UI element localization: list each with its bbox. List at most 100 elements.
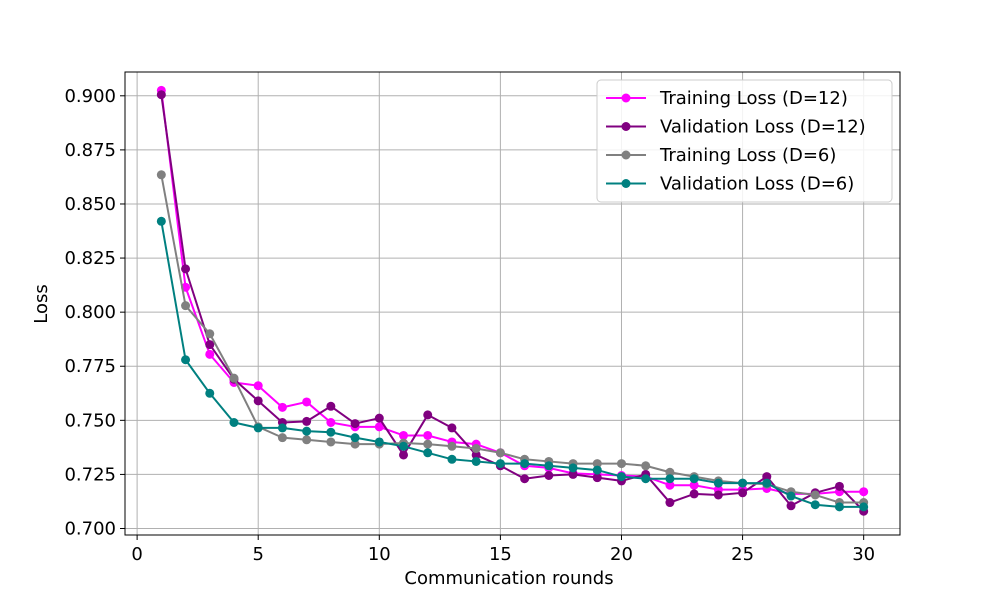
data-point [786, 491, 796, 501]
legend-item: Training Loss (D=6) [606, 145, 836, 166]
data-point [762, 478, 772, 488]
data-point [689, 480, 699, 490]
y-tick-label: 0.825 [64, 248, 116, 269]
x-tick-label: 15 [489, 544, 512, 565]
legend-label: Validation Loss (D=6) [660, 174, 854, 195]
data-point [423, 430, 433, 440]
data-point [520, 474, 530, 484]
data-point [205, 388, 215, 398]
data-point [738, 478, 748, 488]
x-tick-label: 20 [610, 544, 633, 565]
y-tick-label: 0.800 [64, 302, 116, 323]
data-point [253, 396, 263, 406]
data-point [374, 437, 384, 447]
data-point [277, 433, 287, 443]
data-point [302, 435, 312, 445]
data-point [810, 500, 820, 510]
y-tick-label: 0.700 [64, 519, 116, 540]
data-point [399, 430, 409, 440]
data-point [665, 467, 675, 477]
data-point [181, 355, 191, 365]
data-point [592, 459, 602, 469]
data-point [374, 422, 384, 432]
data-point [689, 489, 699, 499]
data-point [544, 461, 554, 471]
data-point [762, 472, 772, 482]
data-point [834, 481, 844, 491]
y-tick-label: 0.850 [64, 194, 116, 215]
y-tick-label: 0.775 [64, 356, 116, 377]
data-point [665, 474, 675, 484]
data-point [641, 461, 651, 471]
x-axis: 0 5 10 15 20 25 30 [131, 535, 875, 565]
data-point [568, 463, 578, 473]
data-point [495, 448, 505, 458]
y-axis-title: Loss [31, 284, 52, 323]
data-point [326, 427, 336, 437]
data-point [447, 454, 457, 464]
y-tick-label: 0.750 [64, 410, 116, 431]
legend-label: Validation Loss (D=12) [660, 117, 866, 138]
data-point [181, 301, 191, 311]
data-point [399, 450, 409, 460]
data-point [859, 502, 869, 512]
data-point [350, 433, 360, 443]
y-tick-label: 0.725 [64, 464, 116, 485]
data-point [544, 471, 554, 480]
data-point [229, 418, 239, 427]
legend-marker [621, 93, 631, 103]
data-point [447, 441, 457, 451]
legend-item: Validation Loss (D=12) [606, 117, 866, 138]
data-point [181, 264, 191, 274]
series-layer [156, 85, 869, 516]
data-point [156, 90, 166, 100]
data-point [641, 474, 651, 484]
data-point [277, 402, 287, 412]
data-point [810, 490, 820, 500]
data-point [786, 501, 796, 511]
data-point [592, 473, 602, 483]
data-point [520, 459, 530, 469]
data-point [302, 416, 312, 426]
data-point [253, 381, 263, 391]
legend-marker [621, 122, 631, 131]
series-4 [156, 216, 869, 512]
data-point [423, 439, 433, 449]
data-point [713, 490, 723, 500]
legend-marker [621, 150, 631, 160]
data-point [205, 329, 215, 339]
data-point [302, 426, 312, 436]
data-point [665, 480, 675, 490]
data-point [592, 465, 602, 475]
data-point [326, 437, 336, 447]
data-point [277, 423, 287, 433]
legend-label: Training Loss (D=6) [659, 145, 836, 166]
data-point [859, 487, 869, 497]
data-point [834, 502, 844, 512]
x-tick-label: 10 [368, 544, 391, 565]
data-point [689, 474, 699, 484]
data-point [350, 439, 360, 449]
legend-item: Validation Loss (D=6) [606, 174, 854, 195]
data-point [495, 459, 505, 469]
x-tick-label: 25 [731, 544, 754, 565]
legend-item: Training Loss (D=12) [606, 88, 848, 109]
data-point [423, 448, 433, 458]
data-point [423, 410, 433, 420]
y-axis: 0.700 0.725 0.750 0.775 0.800 0.825 0.850 0.875… [64, 86, 125, 540]
data-point [350, 419, 360, 429]
data-point [713, 478, 723, 488]
series-line [160, 94, 865, 512]
data-point [156, 170, 166, 180]
data-point [205, 340, 215, 350]
legend-label: Training Loss (D=12) [659, 88, 848, 109]
data-point [326, 401, 336, 411]
x-tick-label: 5 [252, 544, 263, 565]
data-point [568, 469, 578, 479]
data-point [471, 456, 481, 466]
data-point [302, 397, 312, 407]
data-point [471, 443, 481, 453]
data-point [738, 488, 748, 498]
data-point [374, 413, 384, 423]
